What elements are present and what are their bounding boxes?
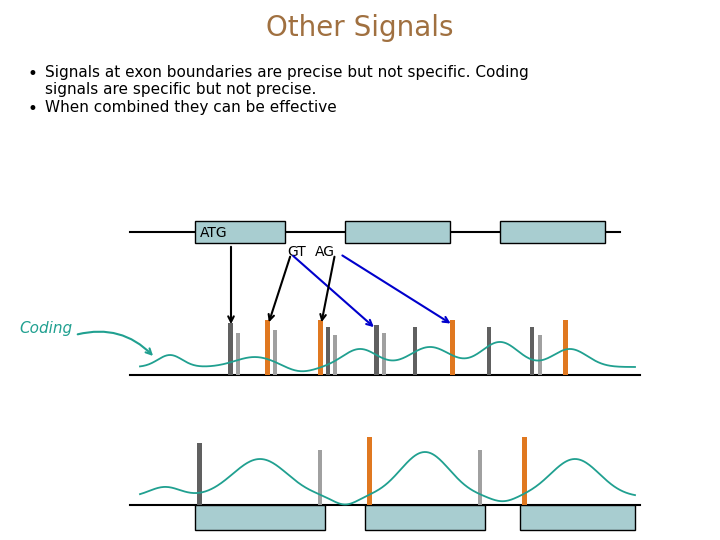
Bar bbox=[374, 325, 379, 375]
Text: Coding: Coding bbox=[19, 321, 72, 335]
Bar bbox=[563, 320, 568, 375]
Bar bbox=[326, 327, 330, 375]
Bar bbox=[318, 450, 322, 505]
Text: •: • bbox=[28, 65, 38, 83]
Bar bbox=[530, 327, 534, 375]
Text: AG: AG bbox=[315, 245, 335, 259]
Bar bbox=[487, 327, 491, 375]
Bar bbox=[273, 330, 277, 375]
Bar bbox=[522, 437, 527, 505]
Bar bbox=[333, 335, 337, 375]
Text: Other Signals: Other Signals bbox=[266, 14, 454, 42]
Bar bbox=[228, 323, 233, 375]
Text: When combined they can be effective: When combined they can be effective bbox=[45, 100, 337, 115]
Text: •: • bbox=[28, 100, 38, 118]
Text: GT: GT bbox=[287, 245, 306, 259]
Bar bbox=[413, 327, 417, 375]
Bar bbox=[365, 505, 485, 530]
Bar bbox=[197, 443, 202, 505]
Bar bbox=[478, 450, 482, 505]
Bar bbox=[265, 320, 270, 375]
Bar bbox=[500, 221, 605, 243]
Bar bbox=[195, 221, 285, 243]
Text: ATG: ATG bbox=[200, 226, 228, 240]
Text: signals are specific but not precise.: signals are specific but not precise. bbox=[45, 82, 316, 97]
Bar bbox=[538, 335, 542, 375]
Text: Signals at exon boundaries are precise but not specific. Coding: Signals at exon boundaries are precise b… bbox=[45, 65, 528, 80]
Bar bbox=[520, 505, 635, 530]
Bar bbox=[318, 320, 323, 375]
Bar bbox=[450, 320, 455, 375]
Bar bbox=[382, 333, 386, 375]
Bar bbox=[236, 333, 240, 375]
Bar bbox=[195, 505, 325, 530]
Bar bbox=[345, 221, 450, 243]
Bar bbox=[367, 437, 372, 505]
